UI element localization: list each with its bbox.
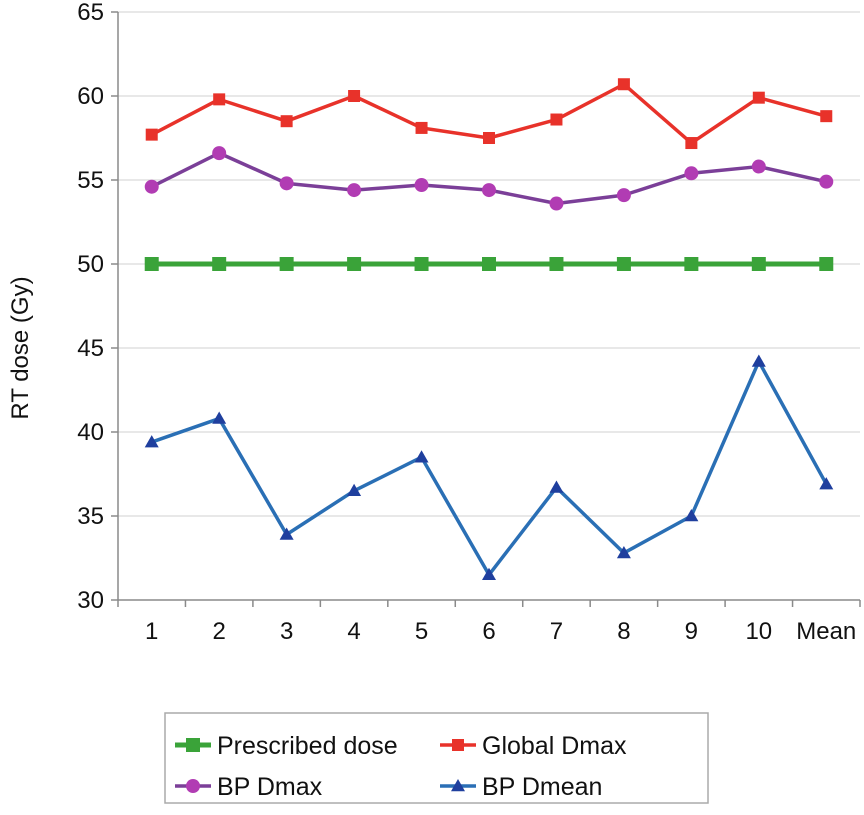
data-point (483, 132, 495, 144)
data-point (550, 113, 563, 126)
data-point (144, 179, 159, 194)
legend-marker (452, 739, 464, 751)
data-point (549, 257, 564, 271)
legend-label: BP Dmean (482, 773, 602, 801)
series-prescribed-dose (144, 257, 834, 271)
y-tick-label: 30 (77, 587, 104, 614)
data-point (616, 188, 631, 203)
data-point (279, 176, 294, 191)
legend-item-bp-dmean: BP Dmean (440, 773, 602, 801)
data-point (684, 166, 699, 181)
x-tick-label: 9 (685, 618, 698, 645)
data-point (414, 178, 429, 193)
x-tick-label: 3 (280, 618, 293, 645)
y-tick-label: 60 (77, 83, 104, 110)
series-line-bp-dmean (151, 359, 828, 577)
data-point (279, 527, 294, 540)
series-bp-dmean (144, 354, 834, 581)
data-point (212, 257, 227, 271)
legend-item-prescribed-dose: Prescribed dose (175, 732, 398, 760)
data-point (549, 480, 564, 493)
legend-label: Global Dmax (482, 732, 627, 760)
data-point (144, 435, 159, 448)
legend: Prescribed dose Global Dmax BP Dmax BP Dmea… (164, 712, 709, 804)
data-point (482, 567, 496, 581)
data-point (482, 183, 496, 198)
y-tick-label: 50 (77, 251, 104, 278)
legend-label: BP Dmax (217, 773, 323, 801)
x-tick-label: 8 (617, 618, 630, 645)
y-axis-label: RT dose (Gy) (7, 276, 34, 419)
legend-marker (186, 738, 200, 752)
data-point (348, 90, 361, 102)
y-tick-label: 40 (77, 419, 104, 446)
data-point (280, 115, 293, 128)
legend-marker (186, 779, 200, 793)
data-point (752, 91, 765, 104)
x-tick-label: 5 (415, 618, 428, 645)
data-point (482, 257, 496, 271)
data-point (279, 257, 294, 271)
data-point (144, 257, 159, 271)
x-tick-label: 10 (745, 618, 772, 645)
data-point (414, 257, 429, 271)
data-point (819, 477, 834, 490)
data-point (819, 174, 834, 189)
data-point (684, 509, 699, 522)
data-point (616, 257, 631, 271)
y-tick-label: 65 (77, 0, 104, 26)
x-tick-labels: 1 2 3 4 5 6 7 8 9 10 Mean (145, 618, 856, 645)
series-bp-dmax (144, 146, 834, 211)
legend-item-global-dmax: Global Dmax (440, 732, 627, 760)
y-tick-label: 35 (77, 503, 104, 530)
data-point (414, 450, 429, 463)
legend-marker (451, 779, 465, 792)
legend-label: Prescribed dose (217, 732, 398, 760)
data-point (685, 137, 698, 150)
x-tick-label: 2 (213, 618, 226, 645)
legend-item-bp-dmax: BP Dmax (175, 773, 323, 801)
data-point (684, 257, 699, 271)
x-tick-label: 6 (482, 618, 495, 645)
y-tick-label: 55 (77, 167, 104, 194)
data-point (751, 354, 766, 367)
x-tick-label: 7 (550, 618, 563, 645)
series-lines (144, 78, 834, 581)
series-global-dmax (145, 78, 833, 150)
data-point (751, 159, 766, 174)
data-point (347, 483, 362, 497)
data-point (145, 128, 158, 141)
legend-box (164, 712, 709, 804)
data-point (212, 411, 227, 424)
data-point (617, 78, 630, 91)
y-tick-labels: 30 35 40 45 50 55 60 65 (77, 0, 104, 614)
y-tick-label: 45 (77, 335, 104, 362)
data-point (415, 121, 428, 134)
data-point (549, 196, 564, 211)
data-point (820, 110, 833, 123)
x-tick-label: 1 (145, 618, 158, 645)
data-point (347, 183, 362, 198)
data-point (347, 257, 362, 271)
data-point (751, 257, 766, 271)
x-tick-label: Mean (796, 618, 856, 645)
data-point (212, 146, 227, 161)
data-point (213, 93, 226, 106)
data-point (616, 545, 631, 559)
axes (111, 11, 861, 607)
data-point (819, 257, 834, 271)
x-tick-label: 4 (347, 618, 360, 645)
